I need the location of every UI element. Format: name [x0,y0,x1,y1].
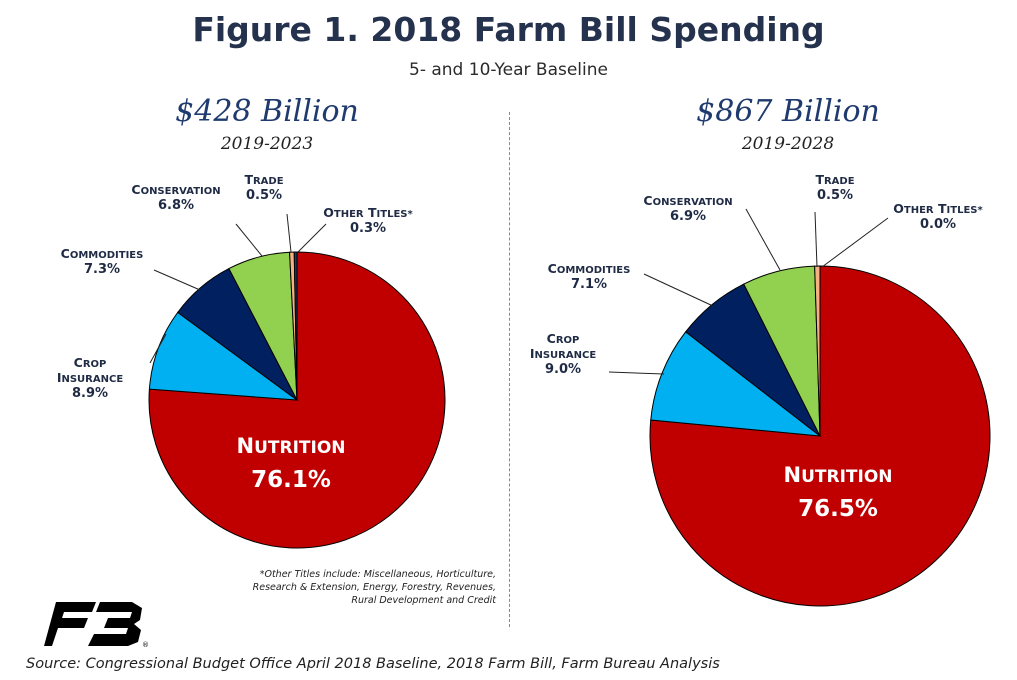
left-pie-period: 2019-2023 [220,134,314,154]
left-label-conservation-text: CONSERVATION [131,182,220,197]
right-label-nutrition-text: NUTRITION [784,463,893,487]
source-note: Source: Congressional Budget Office Apri… [26,656,720,672]
footnote: *Other Titles include: Miscellaneous, Ho… [200,568,496,607]
left-label-conservation-value: 6.8% [158,198,194,213]
right-pie-total: $867 Billion [696,94,880,129]
left-slice-other [293,251,298,401]
left-label-commodities-leader [153,269,201,291]
footnote-line-2: Research & Extension, Energy, Forestry, … [252,582,496,593]
right-label-crop-insurance-value: 9.0% [545,362,581,377]
right-label-trade-leader [814,211,818,268]
left-label-nutrition-text: NUTRITION [237,434,346,458]
left-label-commodities-text: COMMODITIES [61,246,144,261]
left-label-crop-insurance-value: 8.9% [72,386,108,401]
left-label-crop-insurance-text: INSURANCE [57,370,123,385]
right-label-trade-text: TRADE [815,172,854,187]
left-label-other-leader [297,223,327,253]
footnote-line-1: *Other Titles include: Miscellaneous, Ho… [259,569,496,580]
left-label-crop-insurance-leader [149,333,167,364]
footnote-line-3: Rural Development and Credit [351,595,496,606]
right-pie-period: 2019-2028 [741,134,835,154]
left-label-trade-leader [286,213,292,253]
right-label-nutrition: NUTRITION 76.5% [784,463,893,522]
right-label-crop-insurance-leader [608,371,665,375]
right-label-other-leader [821,217,889,268]
left-label-nutrition: NUTRITION 76.1% [237,434,346,493]
left-pie [148,251,446,549]
pie-divider [509,112,510,627]
right-label-conservation-text: CONSERVATION [643,193,732,208]
left-slice-nutrition [148,251,446,549]
farm-bureau-logo-icon: ® [44,602,148,648]
right-label-other-value: 0.0% [920,217,956,232]
left-label-nutrition-value: 76.1% [251,467,331,493]
right-pie [649,265,991,607]
right-label-crop-insurance-text: INSURANCE [530,346,596,361]
chart-title: Figure 1. 2018 Farm Bill Spending [192,10,825,49]
left-label-other: OTHER TITLES*0.3% [323,205,413,236]
right-label-conservation-value: 6.9% [670,209,706,224]
chart-subtitle: 5- and 10-Year Baseline [409,60,608,80]
right-label-trade-value: 0.5% [817,188,853,203]
registered-mark: ® [142,641,148,648]
left-pie-total: $428 Billion [175,94,359,129]
left-label-conservation-leader [235,223,263,257]
right-label-commodities-value: 7.1% [571,277,607,292]
left-label-crop-insurance-text: CROP [74,355,107,370]
right-label-commodities-leader [643,273,714,307]
left-label-commodities-value: 7.3% [84,262,120,277]
right-label-conservation-leader [745,208,781,271]
right-label-other-text: OTHER TITLES* [893,201,983,216]
right-label-other: OTHER TITLES*0.0% [893,201,983,232]
left-label-other-text: OTHER TITLES* [323,205,413,220]
left-label-trade-value: 0.5% [246,188,282,203]
left-label-other-value: 0.3% [350,221,386,236]
right-label-nutrition-value: 76.5% [798,496,878,522]
right-label-crop-insurance-text: CROP [547,331,580,346]
left-label-trade-text: TRADE [244,172,283,187]
right-label-commodities-text: COMMODITIES [548,261,631,276]
